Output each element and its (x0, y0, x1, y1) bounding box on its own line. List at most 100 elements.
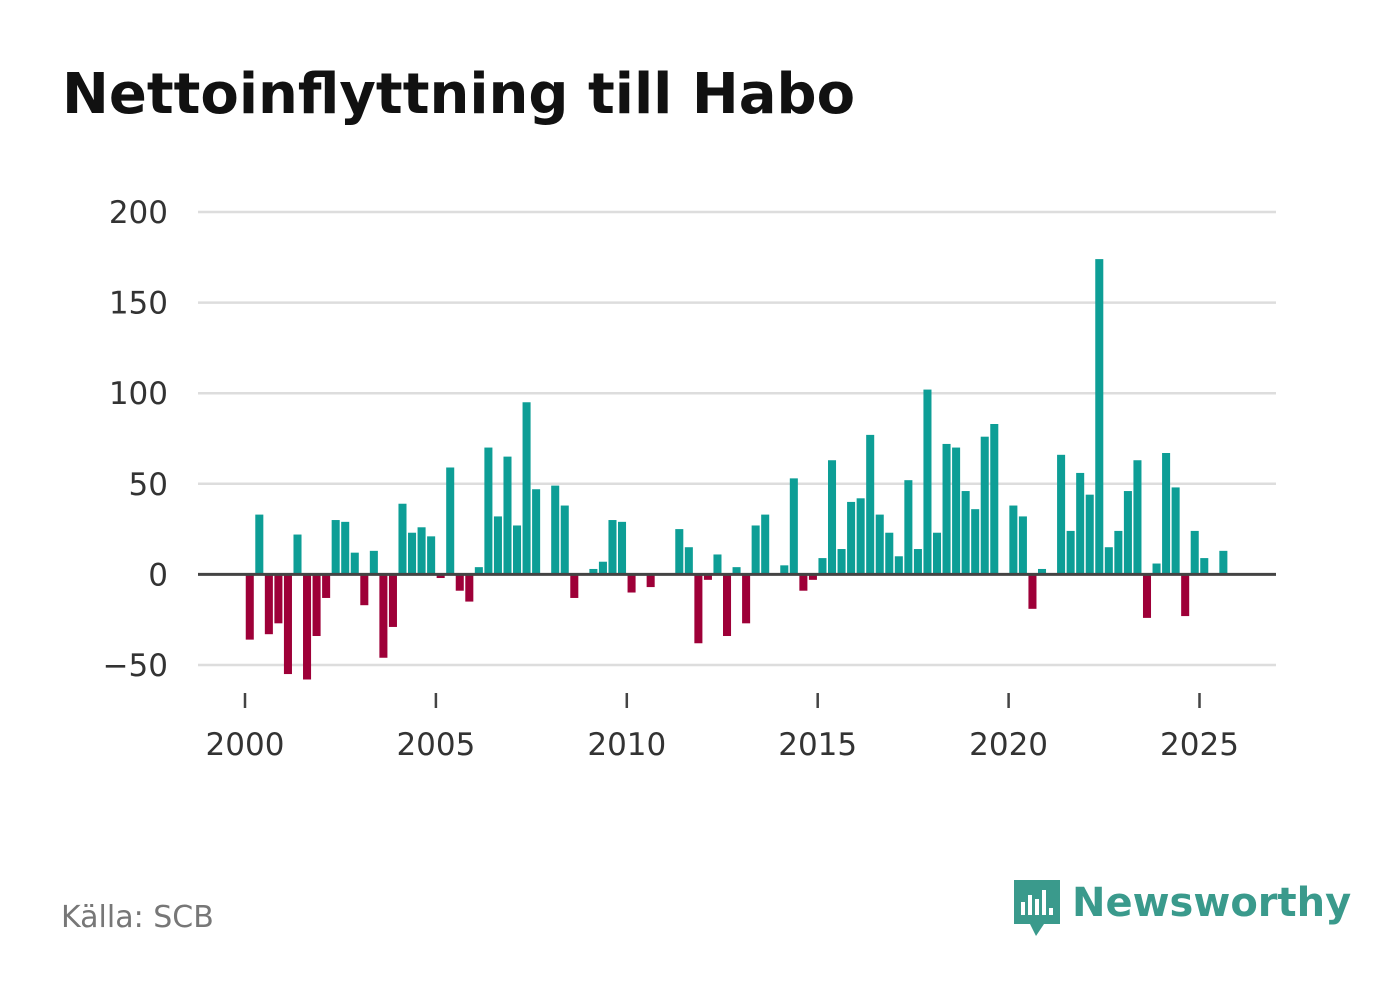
bar (1190, 530, 1199, 575)
bars (245, 259, 1228, 680)
bar (847, 501, 856, 575)
bar (732, 567, 741, 575)
y-axis-labels: 200 150 100 50 0 −50 (103, 195, 168, 684)
bar (398, 503, 407, 575)
bar (379, 574, 388, 658)
bar (618, 521, 627, 575)
y-tick-label: 50 (129, 467, 168, 503)
bar (293, 534, 302, 575)
bar (1104, 547, 1113, 575)
bar (1133, 460, 1142, 575)
x-axis: 2000 2005 2010 2015 2020 2025 (206, 693, 1239, 763)
bar (474, 567, 483, 575)
bar (1219, 550, 1228, 575)
newsworthy-logo-icon (1014, 880, 1060, 936)
bar (837, 549, 846, 575)
bar (684, 547, 693, 575)
source-note: Källa: SCB (61, 900, 214, 935)
bar (532, 489, 541, 575)
bar (322, 574, 331, 598)
bar (866, 434, 875, 575)
x-tick-label: 2015 (778, 727, 857, 763)
bar (369, 550, 378, 575)
bar (522, 402, 531, 575)
bar (1018, 516, 1027, 575)
bar (894, 556, 903, 575)
bar (455, 574, 464, 591)
bar (799, 574, 808, 591)
bar (465, 574, 474, 602)
bar (971, 509, 980, 575)
bar (493, 516, 502, 575)
bar (551, 485, 560, 575)
bar (885, 532, 894, 575)
bar (589, 568, 598, 575)
x-tick-label: 2020 (969, 727, 1048, 763)
bar (923, 389, 932, 575)
bar (1028, 574, 1037, 609)
bar (713, 554, 722, 575)
bar (264, 574, 273, 635)
bar (427, 536, 436, 575)
bar (303, 574, 312, 680)
bar (1057, 454, 1066, 575)
bar (761, 514, 770, 575)
bar (694, 574, 703, 644)
bar (990, 424, 999, 575)
bar (942, 443, 951, 575)
bar (331, 520, 340, 575)
brand-name: Newsworthy (1072, 880, 1352, 926)
bar (1142, 574, 1152, 618)
bar (808, 574, 817, 580)
bar (560, 505, 569, 575)
y-tick-label: −50 (103, 648, 168, 684)
bar (1171, 487, 1180, 575)
bar (952, 447, 961, 575)
bar (388, 574, 397, 627)
bar (1200, 558, 1209, 575)
bar (436, 574, 445, 579)
bar (961, 491, 970, 575)
bar (980, 436, 989, 575)
bar (408, 532, 417, 575)
bar (608, 520, 617, 575)
bar (723, 574, 732, 637)
bar (283, 574, 292, 675)
bar (446, 467, 455, 575)
bar (646, 574, 655, 588)
brand-logo[interactable]: Newsworthy (1012, 878, 1351, 942)
bar (818, 558, 827, 575)
bar (1066, 530, 1075, 575)
y-tick-label: 200 (109, 195, 168, 231)
bar (675, 529, 684, 575)
bar (350, 552, 359, 575)
bar (1076, 472, 1085, 575)
bar (245, 574, 254, 640)
bar (1009, 505, 1018, 575)
bar (1181, 574, 1190, 617)
bar (828, 460, 837, 575)
bar (751, 525, 760, 575)
bar (1114, 530, 1123, 575)
x-tick-label: 2025 (1160, 727, 1239, 763)
bar (856, 498, 865, 575)
bar (417, 527, 426, 575)
x-tick-label: 2005 (396, 727, 475, 763)
x-tick-label: 2000 (206, 727, 285, 763)
y-tick-label: 100 (109, 376, 168, 412)
x-tick-label: 2010 (587, 727, 666, 763)
bar (341, 521, 350, 575)
bar (503, 456, 512, 575)
bar (627, 574, 636, 593)
y-tick-label: 0 (148, 557, 168, 593)
bar (255, 514, 264, 575)
bar (1095, 259, 1104, 575)
bar (570, 574, 579, 598)
bar (703, 574, 712, 580)
bar (1037, 568, 1047, 575)
gridlines (198, 210, 1276, 667)
bar (1123, 491, 1132, 575)
bar (1085, 494, 1094, 575)
bar (360, 574, 369, 606)
